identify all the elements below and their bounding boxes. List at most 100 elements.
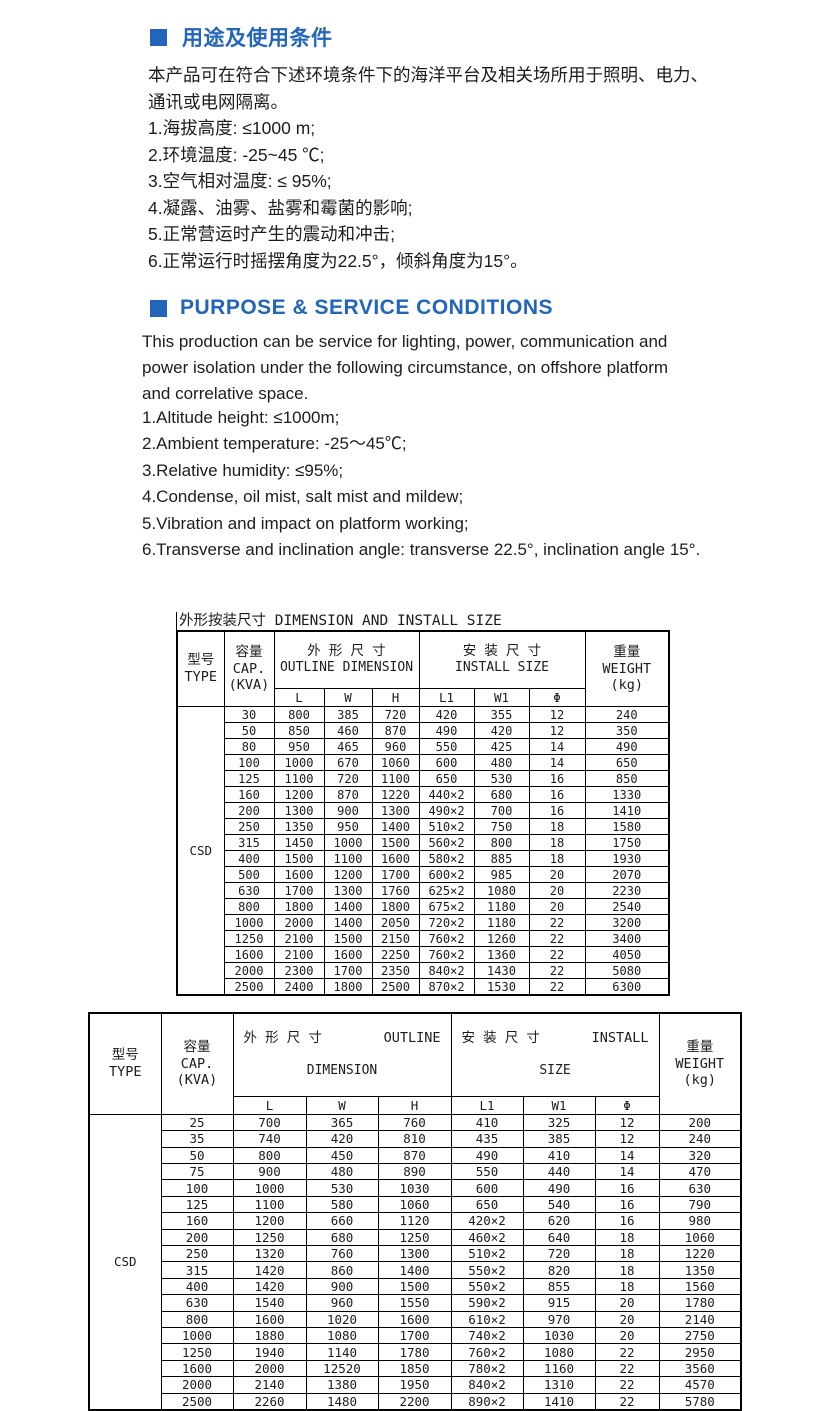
table-cell: 750 [473,818,530,835]
table-row: 50 800 450 870 490 410 14 320 [89,1146,742,1165]
table-cell: 2250 [371,946,420,963]
table-cell: 890 [377,1163,452,1181]
table-cell: 800 [473,834,530,851]
table-cell: 2150 [371,930,420,947]
table-cell: 465 [323,738,373,755]
table-cell: 1260 [473,930,530,947]
table-cell: 1300 [371,802,420,819]
table-row: 400 1500 1100 1600 580×2 885 18 1930 [177,850,670,867]
table-row: 800 1800 1400 1800 675×2 1180 20 2540 [177,898,670,915]
table-cell: 80 [223,738,275,755]
table-cell: 410 [450,1113,524,1132]
table-cell: 100 [160,1179,234,1197]
table-cell: 580×2 [418,850,475,867]
table-cell: 1000 [160,1326,234,1345]
table-cell: 12 [594,1130,660,1148]
table-cell: 740 [232,1130,307,1148]
cn-list-item: 4.凝露、油雾、盐雾和霉菌的影响; [148,197,413,218]
install-en-label: INSTALL SIZE [455,660,549,676]
col-type: 型号 TYPE [176,630,225,707]
table-cell: 1750 [584,834,670,851]
table-cell: 680 [473,786,530,803]
table-cell: 740×2 [450,1326,524,1345]
table-cell: 22 [594,1376,660,1394]
col-W: W [323,688,373,707]
table-cell: 16 [528,802,586,819]
table-cell: 860 [305,1261,379,1279]
table2-body: CSD 25 700 365 760 410 325 12 200 35 740 420 810 435 3… [88,1113,742,1411]
table-cell: 2050 [371,914,420,931]
table-cell: 1300 [377,1244,452,1263]
table-cell: 2950 [658,1343,742,1361]
table1-header-row: 型号 TYPE 容量 CAP. (KVA) 外 形 尺 寸 OUTLINE DIM… [176,630,670,707]
table-cell: 885 [473,850,530,867]
table-cell: 20 [528,882,586,899]
table-cell: 410 [522,1146,596,1165]
table-cell: 760×2 [450,1343,524,1361]
table-cell: 1500 [377,1277,452,1296]
dimension-table-2: 型号 TYPE 容量 CAP. (KVA) 外 形 尺 寸 OUTLINE DIM… [88,1012,743,1411]
table-cell: 50 [160,1146,234,1165]
table-cell: 2100 [273,930,325,947]
table-cell: 22 [594,1392,660,1411]
table-cell: 1540 [232,1294,307,1312]
table-row: 100 1000 530 1030 600 490 16 630 [89,1179,742,1197]
table-cell: 200 [658,1113,742,1132]
table-cell: 240 [658,1130,742,1148]
table-cell: 14 [594,1163,660,1181]
table-cell: 2540 [584,898,670,915]
table-cell: 1300 [273,802,325,819]
table-cell: 490 [584,738,670,755]
table-cell: 640 [522,1228,596,1247]
table-cell: 1380 [305,1376,379,1394]
table-cell: 760 [377,1113,452,1132]
outline-cn-label: 外 形 尺 寸 [243,1030,322,1047]
table-cell: 450 [305,1146,379,1165]
table-cell: 900 [323,802,373,819]
table-cell: 650 [450,1195,524,1214]
table-cell: 950 [323,818,373,835]
table-cell: 35 [160,1130,234,1148]
table-cell: 550 [418,738,475,755]
table-cell: 780×2 [450,1359,524,1378]
table-cell: 240 [584,706,670,723]
table-cell: 1250 [232,1228,307,1247]
table-cell: 4050 [584,946,670,963]
col-outline-dimension: 外 形 尺 寸 OUTLINE DIMENSION [232,1012,452,1097]
table-row: 1000 1880 1080 1700 740×2 1030 20 2750 [89,1326,742,1345]
table-cell: 950 [273,738,325,755]
table-cell: 1120 [377,1212,452,1230]
table-row: 250 1320 760 1300 510×2 720 18 1220 [89,1244,742,1263]
table-cell: 760×2 [418,930,475,947]
table-cell: 630 [658,1179,742,1197]
table-cell: 1700 [371,866,420,883]
table-cell: 22 [594,1359,660,1378]
install-label-line1: 安 装 尺 寸 INSTALL [452,1030,658,1047]
table-cell: 800 [223,898,275,915]
table-cell: 20 [528,898,586,915]
table-cell: 2230 [584,882,670,899]
cn-list-item: 6.正常运行时摇摆角度为22.5°，倾斜角度为15°。 [148,250,528,271]
table-cell: 855 [522,1277,596,1296]
table-cell: 18 [594,1244,660,1263]
table-cell: 1580 [584,818,670,835]
table-cell: 420 [473,722,530,739]
table-cell: 1600 [223,946,275,963]
table-cell: 14 [528,754,586,771]
table-cell: 1450 [273,834,325,851]
table-row: 125 1100 720 1100 650 530 16 850 [177,770,670,787]
table-cell: 1080 [522,1343,596,1361]
table-row: 630 1540 960 1550 590×2 915 20 1780 [89,1294,742,1312]
table-cell: 1060 [371,754,420,771]
table-cell: 315 [160,1261,234,1279]
table-cell: 1000 [223,914,275,931]
col-capacity: 容量 CAP. (KVA) [223,630,275,707]
en-list-item: 4.Condense, oil mist, salt mist and mild… [142,487,464,507]
table-row: 75 900 480 890 550 440 14 470 [89,1163,742,1181]
table-row: 50 850 460 870 490 420 12 350 [177,722,670,739]
table-cell: 1420 [232,1277,307,1296]
table-cell: 490 [522,1179,596,1197]
outline-en-label: OUTLINE DIMENSION [279,660,414,676]
col-W1: W1 [473,688,530,707]
table-cell: 250 [160,1244,234,1263]
